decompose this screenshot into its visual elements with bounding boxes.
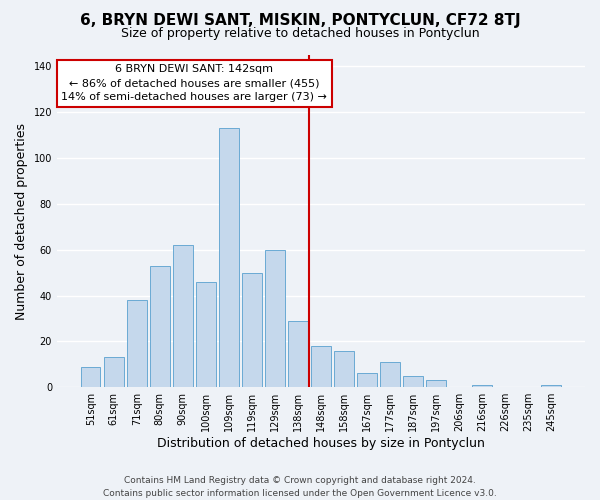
- Bar: [357, 374, 377, 387]
- Text: Size of property relative to detached houses in Pontyclun: Size of property relative to detached ho…: [121, 28, 479, 40]
- Bar: [127, 300, 146, 387]
- Bar: [196, 282, 215, 387]
- Bar: [541, 385, 561, 387]
- Bar: [334, 350, 354, 387]
- X-axis label: Distribution of detached houses by size in Pontyclun: Distribution of detached houses by size …: [157, 437, 485, 450]
- Bar: [219, 128, 239, 387]
- Bar: [81, 366, 100, 387]
- Y-axis label: Number of detached properties: Number of detached properties: [15, 122, 28, 320]
- Text: Contains HM Land Registry data © Crown copyright and database right 2024.
Contai: Contains HM Land Registry data © Crown c…: [103, 476, 497, 498]
- Bar: [311, 346, 331, 387]
- Bar: [426, 380, 446, 387]
- Bar: [265, 250, 284, 387]
- Bar: [288, 321, 308, 387]
- Text: 6, BRYN DEWI SANT, MISKIN, PONTYCLUN, CF72 8TJ: 6, BRYN DEWI SANT, MISKIN, PONTYCLUN, CF…: [80, 12, 520, 28]
- Bar: [150, 266, 170, 387]
- Text: 6 BRYN DEWI SANT: 142sqm
← 86% of detached houses are smaller (455)
14% of semi-: 6 BRYN DEWI SANT: 142sqm ← 86% of detach…: [61, 64, 327, 102]
- Bar: [380, 362, 400, 387]
- Bar: [403, 376, 423, 387]
- Bar: [104, 358, 124, 387]
- Bar: [472, 385, 492, 387]
- Bar: [173, 245, 193, 387]
- Bar: [242, 272, 262, 387]
